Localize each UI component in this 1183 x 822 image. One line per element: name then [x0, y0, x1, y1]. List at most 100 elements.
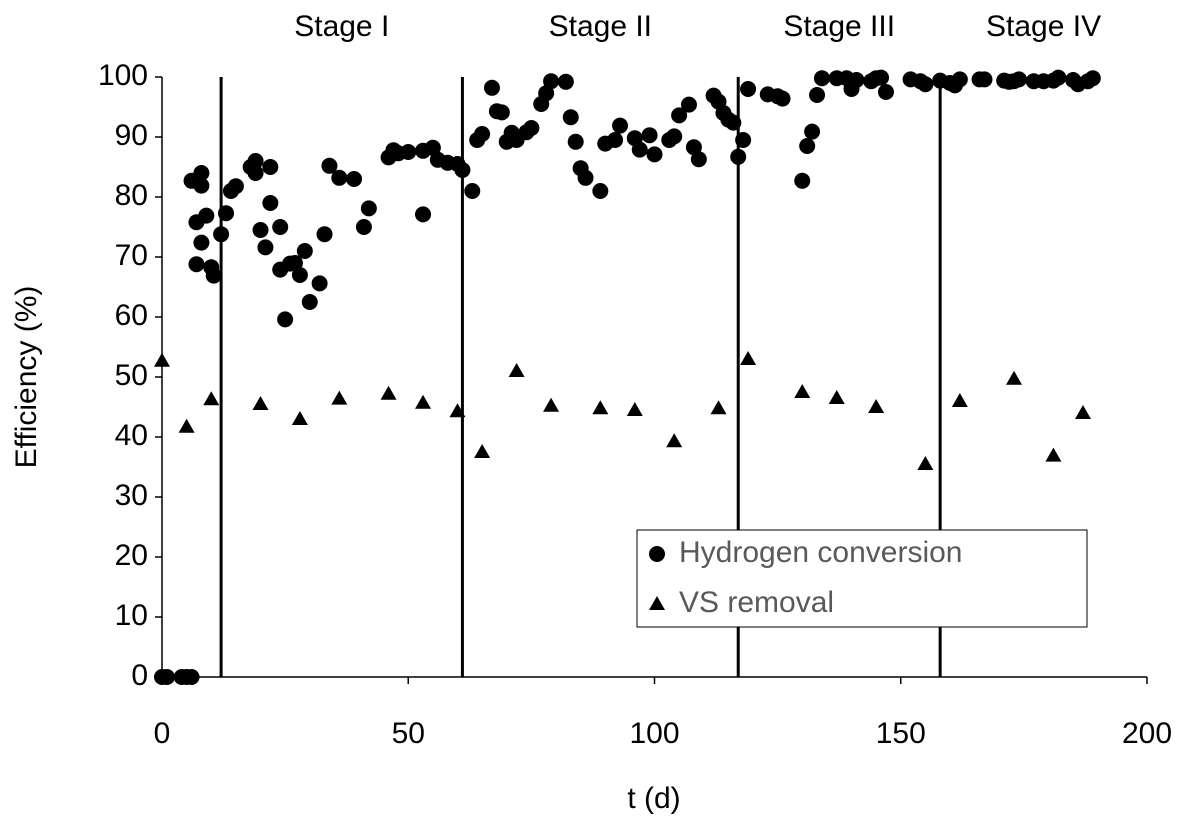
triangle-point: [1006, 370, 1023, 385]
circle-point: [291, 267, 308, 283]
circle-point: [316, 226, 333, 243]
circle-point: [804, 123, 821, 140]
triangle-point: [868, 399, 885, 413]
y-tick-label: 40: [115, 419, 148, 452]
circle-point: [1050, 69, 1067, 86]
circle-point: [557, 73, 574, 90]
triangle-point: [828, 390, 845, 404]
circle-point: [592, 183, 609, 199]
circle-point: [680, 96, 697, 113]
circle-point: [483, 79, 500, 96]
circle-point: [205, 267, 222, 284]
y-tick-label: 30: [115, 479, 148, 512]
circle-point: [262, 195, 279, 211]
circle-point: [198, 207, 215, 224]
circle-point: [355, 219, 372, 235]
circle-point: [252, 222, 269, 238]
legend-marker: [649, 596, 665, 610]
y-tick-label: 20: [115, 539, 148, 572]
stage-label: Stage III: [783, 10, 895, 43]
circle-point: [646, 146, 663, 163]
circle-point: [247, 153, 264, 169]
circle-point: [346, 171, 363, 187]
circle-point: [464, 183, 481, 199]
legend-label: VS removal: [679, 586, 834, 619]
circle-point: [257, 239, 274, 256]
circle-point: [799, 138, 816, 154]
y-tick-label: 50: [115, 359, 148, 392]
circle-point: [607, 132, 624, 148]
legend-label: Hydrogen conversion: [679, 536, 963, 569]
triangle-point: [740, 351, 757, 365]
circle-point: [951, 71, 968, 88]
circle-point: [567, 133, 584, 150]
x-axis-label: t (d): [627, 782, 680, 815]
triangle-point: [1045, 447, 1062, 462]
circle-point: [690, 151, 707, 168]
circle-point: [813, 70, 830, 87]
y-tick-label: 60: [115, 299, 148, 332]
circle-point: [735, 132, 752, 148]
y-tick-label: 0: [131, 659, 148, 692]
y-tick-label: 10: [115, 599, 148, 632]
triangle-point: [666, 433, 683, 448]
triangle-point: [331, 390, 348, 405]
circle-point: [809, 87, 826, 103]
triangle-point: [1074, 405, 1091, 419]
circle-point: [183, 669, 200, 685]
triangle-point: [291, 411, 308, 425]
circle-point: [227, 178, 244, 195]
circle-point: [193, 177, 210, 194]
x-tick-label: 0: [154, 717, 171, 750]
circle-point: [213, 226, 230, 243]
triangle-point: [380, 385, 397, 400]
circle-point: [188, 256, 205, 273]
y-tick-label: 70: [115, 239, 148, 272]
circle-point: [685, 139, 702, 156]
circle-point: [193, 165, 210, 181]
circle-point: [218, 205, 235, 222]
circle-point: [538, 85, 555, 102]
triangle-point: [710, 400, 727, 415]
triangle-point: [917, 456, 934, 470]
circle-point: [1010, 71, 1027, 88]
y-tick-label: 90: [115, 119, 148, 152]
circle-point: [666, 128, 683, 145]
circle-point: [321, 157, 338, 174]
circle-point: [454, 162, 471, 178]
circle-point: [360, 200, 377, 217]
circle-point: [612, 117, 629, 134]
circle-point: [848, 72, 865, 88]
circle-point: [301, 294, 318, 310]
legend-marker: [649, 546, 665, 562]
circle-point: [725, 114, 742, 131]
circle-point: [562, 109, 579, 126]
triangle-point: [592, 400, 609, 415]
circle-point: [774, 90, 791, 107]
circle-point: [415, 206, 432, 223]
triangle-point: [252, 396, 269, 410]
triangle-point: [474, 444, 491, 458]
circle-point: [730, 148, 747, 165]
x-tick-label: 150: [876, 717, 926, 750]
circle-point: [976, 71, 993, 88]
circle-point: [543, 73, 560, 90]
circle-point: [641, 127, 658, 144]
stage-label: Stage II: [549, 10, 652, 43]
circle-point: [794, 172, 811, 189]
triangle-point: [626, 402, 643, 416]
circle-point: [247, 165, 264, 181]
legend-box: [636, 529, 1088, 628]
circle-point: [286, 255, 303, 271]
circle-point: [311, 275, 328, 292]
circle-point: [1084, 70, 1101, 87]
circle-point: [917, 76, 934, 93]
x-tick-label: 100: [629, 717, 679, 750]
triangle-point: [794, 384, 811, 398]
circle-point: [296, 243, 313, 259]
circle-point: [474, 126, 491, 142]
y-tick-label: 100: [98, 59, 148, 92]
circle-point: [873, 69, 890, 86]
triangle-point: [543, 397, 560, 412]
stage-label: Stage I: [294, 10, 389, 43]
